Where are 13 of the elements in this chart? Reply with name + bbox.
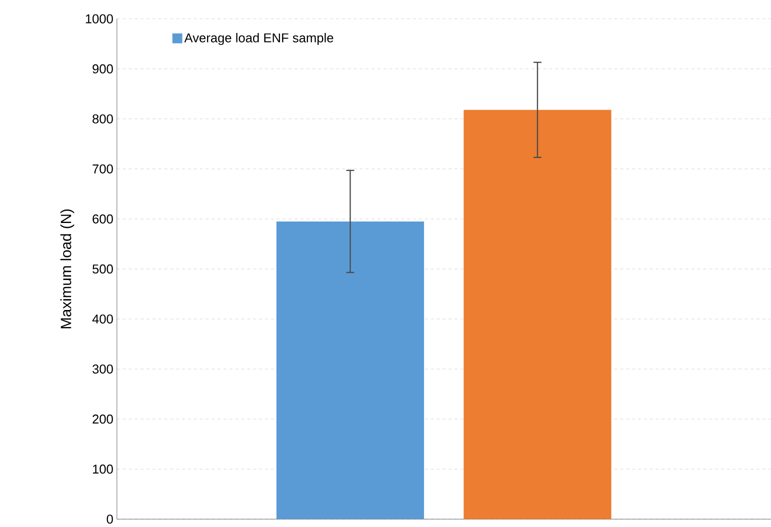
y-tick-label: 1000 [86,14,113,24]
y-tick-label: 700 [92,164,113,174]
y-tick-label: 0 [106,514,113,524]
y-tick-label: 400 [92,314,113,324]
y-tick-label: 600 [92,214,113,224]
y-tick-label: 500 [92,264,113,274]
y-tick-label: 800 [92,114,113,124]
y-tick-label: 200 [92,414,113,424]
y-axis-title: Maximum load (N) [60,209,74,328]
legend-label: Average load ENF sample [184,32,334,45]
y-tick-label: 100 [92,464,113,474]
y-tick-label: 900 [92,64,113,74]
y-tick-label: 300 [92,364,113,374]
